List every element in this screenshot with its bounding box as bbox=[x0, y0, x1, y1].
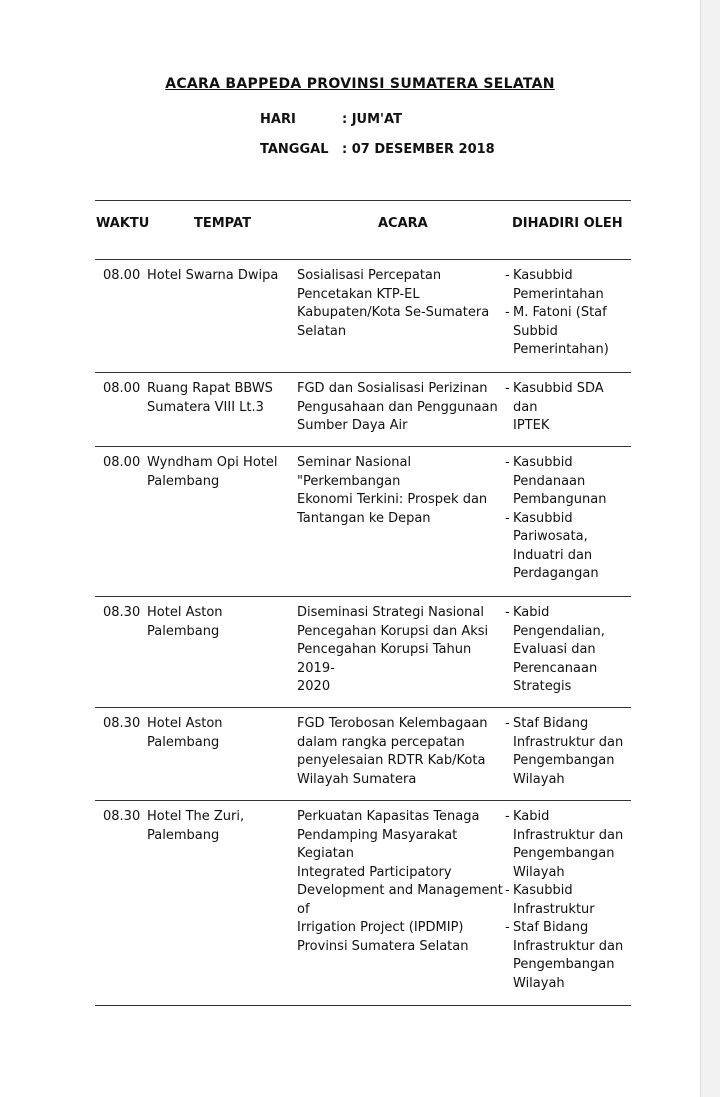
cell-acara: FGD dan Sosialisasi Perizinan Pengusahaa… bbox=[297, 381, 498, 433]
attendee-item: M. Fatoni (Staf Subbid Pemerintahan) bbox=[505, 304, 631, 360]
cell-tempat: Hotel Swarna Dwipa bbox=[147, 268, 279, 283]
hari-label: HARI bbox=[260, 112, 296, 127]
cell-dihadiri: Staf Bidang Infrastruktur dan Pengembang… bbox=[505, 715, 631, 789]
cell-waktu: 08.30 bbox=[103, 716, 141, 731]
header-tempat: TEMPAT bbox=[194, 216, 251, 231]
row-divider bbox=[95, 372, 631, 373]
cell-dihadiri: Kasubbid SDA dan IPTEK bbox=[505, 380, 631, 436]
row-divider bbox=[95, 800, 631, 801]
cell-waktu: 08.30 bbox=[103, 605, 141, 620]
cell-tempat: Hotel Aston Palembang bbox=[147, 716, 223, 750]
cell-dihadiri: Kasubbid Pendanaan PembangunanKasubbid P… bbox=[505, 454, 631, 584]
header-waktu: WAKTU bbox=[96, 216, 150, 231]
row-divider bbox=[95, 707, 631, 708]
cell-waktu: 08.00 bbox=[103, 455, 141, 470]
cell-dihadiri: Kabid Infrastruktur dan Pengembangan Wil… bbox=[505, 808, 631, 993]
row-divider bbox=[95, 259, 631, 260]
table-bottom-rule bbox=[95, 1005, 631, 1006]
tanggal-value: : 07 DESEMBER 2018 bbox=[342, 142, 495, 157]
document-title: ACARA BAPPEDA PROVINSI SUMATERA SELATAN bbox=[165, 76, 555, 92]
cell-waktu: 08.00 bbox=[103, 268, 141, 283]
cell-tempat: Wyndham Opi Hotel Palembang bbox=[147, 455, 278, 489]
attendee-item: Kasubbid SDA dan IPTEK bbox=[505, 380, 631, 436]
tanggal-line: TANGGAL : 07 DESEMBER 2018 bbox=[260, 142, 495, 157]
attendee-item: Staf Bidang Infrastruktur dan Pengembang… bbox=[505, 919, 631, 993]
cell-dihadiri: Kabid Pengendalian, Evaluasi dan Perenca… bbox=[505, 604, 631, 697]
cell-tempat: Hotel The Zuri, Palembang bbox=[147, 809, 245, 843]
cell-acara: Seminar Nasional "Perkembangan Ekonomi T… bbox=[297, 455, 488, 526]
cell-tempat: Hotel Aston Palembang bbox=[147, 605, 223, 639]
table-top-rule bbox=[95, 200, 631, 201]
document-page: ACARA BAPPEDA PROVINSI SUMATERA SELATAN … bbox=[0, 0, 701, 1097]
attendee-item: Kasubbid Infrastruktur bbox=[505, 882, 631, 919]
attendee-item: Kasubbid Pendanaan Pembangunan bbox=[505, 454, 631, 510]
attendee-item: Kabid Pengendalian, Evaluasi dan Perenca… bbox=[505, 604, 631, 697]
attendee-item: Kabid Infrastruktur dan Pengembangan Wil… bbox=[505, 808, 631, 882]
cell-acara: FGD Terobosan Kelembagaan dalam rangka p… bbox=[297, 716, 488, 787]
cell-tempat: Ruang Rapat BBWS Sumatera VIII Lt.3 bbox=[147, 381, 273, 415]
attendee-item: Kasubbid Pemerintahan bbox=[505, 267, 631, 304]
cell-waktu: 08.00 bbox=[103, 381, 141, 396]
tanggal-label: TANGGAL bbox=[260, 142, 329, 157]
row-divider bbox=[95, 596, 631, 597]
hari-line: HARI : JUM'AT bbox=[260, 112, 402, 127]
header-dihadiri: DIHADIRI OLEH bbox=[512, 216, 623, 231]
hari-value: : JUM'AT bbox=[342, 112, 402, 127]
cell-acara: Diseminasi Strategi Nasional Pencegahan … bbox=[297, 605, 489, 694]
attendee-item: Kasubbid Pariwosata, Induatri dan Perdag… bbox=[505, 510, 631, 584]
cell-waktu: 08.30 bbox=[103, 809, 141, 824]
attendee-item: Staf Bidang Infrastruktur dan Pengembang… bbox=[505, 715, 631, 789]
row-divider bbox=[95, 446, 631, 447]
header-acara: ACARA bbox=[378, 216, 428, 231]
cell-acara: Perkuatan Kapasitas Tenaga Pendamping Ma… bbox=[297, 809, 503, 954]
cell-acara: Sosialisasi Percepatan Pencetakan KTP-EL… bbox=[297, 268, 490, 339]
cell-dihadiri: Kasubbid PemerintahanM. Fatoni (Staf Sub… bbox=[505, 267, 631, 360]
